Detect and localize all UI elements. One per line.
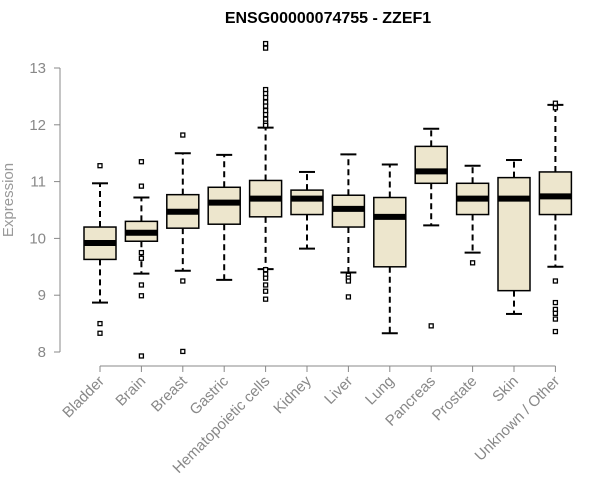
x-tick-label: Bladder xyxy=(59,373,108,422)
outlier-point xyxy=(180,348,186,355)
outlier-point xyxy=(262,288,269,294)
box-brain xyxy=(124,159,159,359)
outlier-point xyxy=(262,275,269,281)
outlier-point xyxy=(262,40,269,47)
outlier-point xyxy=(97,320,103,327)
box-gastric xyxy=(207,153,241,281)
box-iqr xyxy=(414,145,448,185)
box-kidney xyxy=(290,170,324,250)
y-tick-label: 12 xyxy=(29,117,46,134)
outlier-point xyxy=(262,94,269,101)
box-liver xyxy=(331,153,366,300)
y-tick-label: 9 xyxy=(38,287,46,304)
y-tick-label: 8 xyxy=(38,344,46,361)
y-tick-label: 11 xyxy=(30,174,46,191)
outlier-point xyxy=(138,353,145,359)
x-tick-label: Breast xyxy=(148,372,191,415)
outlier-point xyxy=(552,105,559,111)
x-tick-label: Prostate xyxy=(429,373,481,425)
outlier-point xyxy=(552,299,559,306)
outlier-point xyxy=(345,278,352,284)
box-iqr xyxy=(497,176,531,292)
outlier-point xyxy=(552,328,559,335)
outlier-point xyxy=(97,330,103,336)
outlier-point xyxy=(552,310,559,317)
outlier-point xyxy=(552,278,559,284)
outlier-point xyxy=(262,122,269,129)
outlier-point xyxy=(552,316,559,322)
box-prostate xyxy=(455,164,490,266)
outlier-point xyxy=(262,45,269,51)
outlier-point xyxy=(262,103,269,109)
outlier-point xyxy=(97,163,103,169)
outlier-point xyxy=(138,249,145,256)
box-iqr xyxy=(373,196,407,268)
outlier-point xyxy=(180,132,186,138)
outlier-point xyxy=(262,111,269,118)
box-unknown-other xyxy=(538,100,573,335)
outlier-point xyxy=(552,100,559,106)
y-tick-label: 13 xyxy=(29,60,46,77)
outlier-point xyxy=(262,296,269,302)
outlier-point xyxy=(138,255,145,261)
outlier-point xyxy=(138,183,145,189)
box-pancreas xyxy=(414,127,448,329)
x-tick-label: Liver xyxy=(321,373,356,408)
outlier-point xyxy=(262,266,269,273)
box-bladder xyxy=(83,163,117,336)
y-tick-label: 10 xyxy=(29,230,46,247)
y-axis-label: Expression xyxy=(0,163,17,237)
outlier-point xyxy=(262,282,269,288)
box-iqr xyxy=(207,186,241,225)
box-iqr xyxy=(538,171,573,216)
outlier-point xyxy=(345,294,352,300)
x-tick-label: Brain xyxy=(112,373,149,410)
box-lung xyxy=(373,163,407,335)
y-axis: 8 9 10 11 12 13 xyxy=(29,60,61,361)
outlier-point xyxy=(428,323,434,329)
boxes-layer xyxy=(83,40,573,359)
outlier-point xyxy=(180,278,186,284)
outlier-point xyxy=(138,282,145,288)
box-iqr xyxy=(290,189,324,216)
x-tick-label: Skin xyxy=(489,373,522,406)
x-tick-label: Kidney xyxy=(270,372,315,417)
x-tick-label: Lung xyxy=(362,373,398,409)
box-skin xyxy=(497,159,531,315)
outlier-point xyxy=(138,293,145,299)
box-breast xyxy=(166,132,200,355)
chart-title: ENSG00000074755 - ZZEF1 xyxy=(225,10,431,27)
box-hematopoietic-cells xyxy=(248,40,283,302)
outlier-point xyxy=(138,159,145,165)
outlier-point xyxy=(469,260,476,266)
